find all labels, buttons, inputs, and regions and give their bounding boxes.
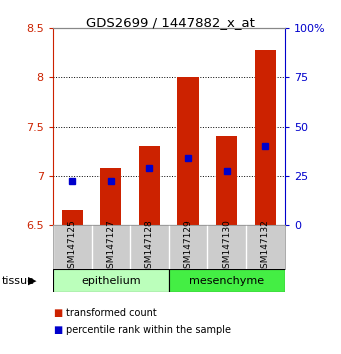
Text: tissue: tissue <box>2 276 35 286</box>
Bar <box>100 168 121 225</box>
Bar <box>139 146 160 225</box>
Bar <box>216 136 237 225</box>
Text: epithelium: epithelium <box>81 275 140 286</box>
Text: GSM147129: GSM147129 <box>183 219 193 274</box>
Text: ▶: ▶ <box>28 276 36 286</box>
Bar <box>255 50 276 225</box>
Text: percentile rank within the sample: percentile rank within the sample <box>66 325 232 335</box>
Text: GSM147125: GSM147125 <box>68 219 77 274</box>
Bar <box>53 269 169 292</box>
Bar <box>169 269 285 292</box>
Text: mesenchyme: mesenchyme <box>189 275 264 286</box>
Text: GSM147127: GSM147127 <box>106 219 115 274</box>
Text: GSM147130: GSM147130 <box>222 219 231 274</box>
Bar <box>61 210 83 225</box>
Text: GSM147128: GSM147128 <box>145 219 154 274</box>
Text: ■: ■ <box>53 325 62 335</box>
Text: ■: ■ <box>53 308 62 318</box>
Text: GSM147132: GSM147132 <box>261 219 270 274</box>
Text: GDS2699 / 1447882_x_at: GDS2699 / 1447882_x_at <box>86 16 255 29</box>
Text: transformed count: transformed count <box>66 308 157 318</box>
Bar <box>177 78 199 225</box>
